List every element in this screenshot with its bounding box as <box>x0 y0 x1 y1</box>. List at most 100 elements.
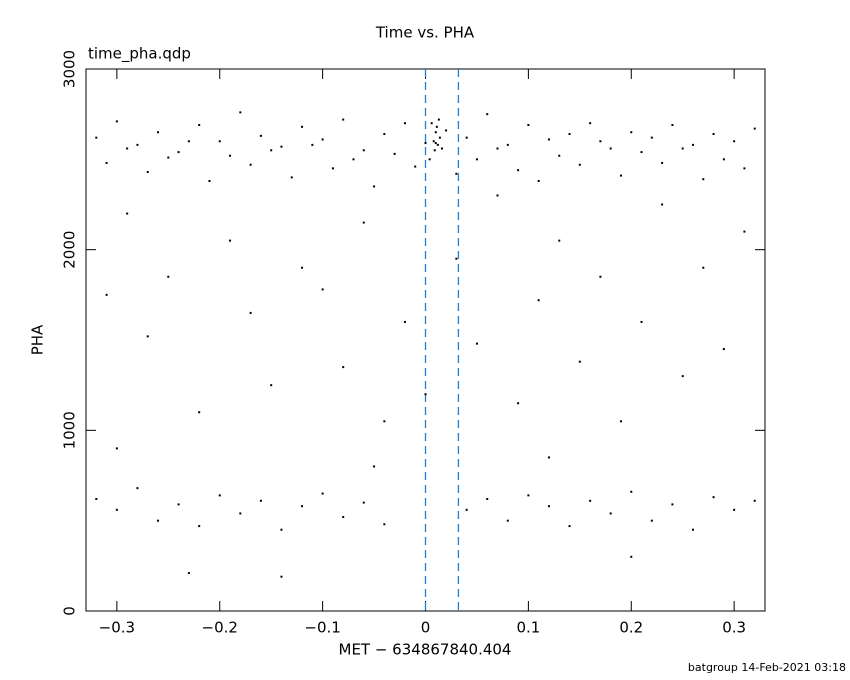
data-point <box>589 499 592 502</box>
data-point <box>496 147 499 150</box>
data-point <box>430 122 433 125</box>
data-point <box>486 497 489 500</box>
data-point <box>517 169 520 172</box>
data-point <box>301 266 304 269</box>
x-tick-label: −0.1 <box>304 619 340 637</box>
data-point <box>630 555 633 558</box>
data-point <box>290 176 293 179</box>
data-point <box>218 140 221 143</box>
data-point <box>115 447 118 450</box>
data-point <box>599 140 602 143</box>
data-point <box>434 131 437 134</box>
data-point <box>650 519 653 522</box>
data-point <box>671 503 674 506</box>
data-point <box>537 299 540 302</box>
data-point <box>435 125 438 128</box>
data-point <box>259 499 262 502</box>
data-point <box>475 342 478 345</box>
data-point <box>743 230 746 233</box>
data-point <box>527 494 530 497</box>
data-point <box>115 508 118 511</box>
chart-title: Time vs. PHA <box>375 24 475 42</box>
data-point <box>619 174 622 177</box>
y-axis-label: PHA <box>29 324 47 355</box>
data-point <box>630 131 633 134</box>
data-point <box>681 375 684 378</box>
data-point <box>126 212 129 215</box>
data-point <box>301 505 304 508</box>
data-point <box>270 384 273 387</box>
data-point <box>249 163 252 166</box>
data-point <box>331 167 334 170</box>
x-tick-label: 0.2 <box>619 619 643 637</box>
data-point <box>95 136 98 139</box>
chart-subtitle: time_pha.qdp <box>88 45 191 64</box>
data-point <box>362 149 365 152</box>
data-point <box>229 239 232 242</box>
data-point <box>95 497 98 500</box>
y-tick-label: 0 <box>61 606 79 616</box>
data-point <box>547 505 550 508</box>
data-point <box>208 180 211 183</box>
data-point <box>432 140 435 143</box>
data-point <box>270 149 273 152</box>
data-point <box>547 138 550 141</box>
x-tick-label: 0.1 <box>516 619 540 637</box>
data-point <box>187 572 190 575</box>
data-point <box>373 465 376 468</box>
data-point <box>527 124 530 127</box>
data-point <box>239 512 242 515</box>
data-point <box>733 508 736 511</box>
data-point <box>424 393 427 396</box>
x-tick-label: 0 <box>421 619 431 637</box>
data-point <box>433 149 436 152</box>
data-point <box>681 147 684 150</box>
data-point <box>198 525 201 528</box>
data-point <box>167 275 170 278</box>
data-point <box>445 129 448 132</box>
data-point <box>568 133 571 136</box>
data-point <box>362 221 365 224</box>
data-point <box>475 158 478 161</box>
data-point <box>712 133 715 136</box>
data-point <box>547 456 550 459</box>
data-point <box>496 194 499 197</box>
data-point <box>259 134 262 137</box>
data-point <box>722 158 725 161</box>
data-point <box>146 335 149 338</box>
data-point <box>437 118 440 121</box>
data-point <box>321 138 324 141</box>
x-tick-label: −0.3 <box>99 619 135 637</box>
y-tick-label: 2000 <box>61 231 79 269</box>
data-point <box>436 143 439 146</box>
data-point <box>280 528 283 531</box>
data-point <box>599 275 602 278</box>
data-point <box>661 161 664 164</box>
data-point <box>506 519 509 522</box>
data-point <box>661 203 664 206</box>
data-point <box>187 140 190 143</box>
data-point <box>537 180 540 183</box>
data-point <box>506 143 509 146</box>
data-point <box>157 131 160 134</box>
data-point <box>691 528 694 531</box>
data-point <box>722 348 725 351</box>
data-point <box>373 185 376 188</box>
x-axis-label: MET − 634867840.404 <box>339 641 512 659</box>
data-point <box>609 147 612 150</box>
data-point <box>702 266 705 269</box>
data-point <box>753 127 756 130</box>
data-point <box>352 158 355 161</box>
data-point <box>630 490 633 493</box>
data-point <box>177 503 180 506</box>
data-point <box>712 496 715 499</box>
data-point <box>640 151 643 154</box>
data-point <box>126 147 129 150</box>
data-point <box>383 420 386 423</box>
data-point <box>311 143 314 146</box>
data-point <box>239 111 242 114</box>
data-point <box>383 133 386 136</box>
data-point <box>146 170 149 173</box>
data-point <box>321 288 324 291</box>
